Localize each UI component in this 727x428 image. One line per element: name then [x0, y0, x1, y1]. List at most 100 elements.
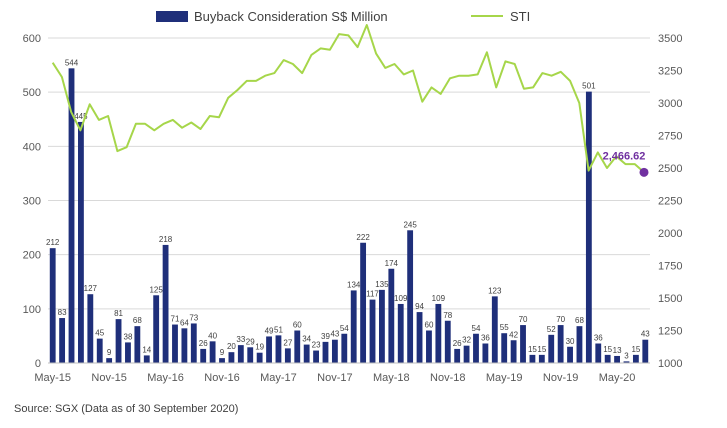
x-tick-label: May-19 — [486, 372, 523, 384]
bar — [407, 230, 414, 363]
bar — [78, 121, 84, 363]
bar — [59, 318, 66, 363]
bar — [426, 330, 432, 363]
bar — [172, 324, 178, 363]
bar — [548, 334, 555, 363]
bar — [256, 352, 263, 363]
bar — [444, 320, 451, 363]
bar — [520, 325, 526, 363]
bar-value-label: 544 — [65, 58, 79, 67]
bar — [303, 344, 310, 363]
y-left-tick-label: 600 — [23, 33, 41, 45]
bar-value-label: 60 — [293, 321, 302, 330]
y-left-tick-label: 400 — [23, 141, 41, 153]
bar — [275, 335, 282, 363]
bar-value-label: 501 — [582, 82, 596, 91]
y-right-tick-label: 1000 — [658, 358, 682, 370]
bar-value-label: 36 — [481, 334, 490, 343]
y-right-tick-label: 2250 — [658, 196, 682, 208]
bar-value-label: 9 — [107, 348, 112, 357]
bar-value-label: 51 — [274, 325, 283, 334]
bar-value-label: 73 — [189, 313, 198, 322]
source-note: Source: SGX (Data as of 30 September 202… — [14, 403, 239, 415]
bar-value-label: 445 — [74, 112, 88, 121]
bar — [96, 338, 103, 363]
bar — [219, 358, 225, 363]
bar — [491, 296, 498, 363]
bar — [557, 325, 564, 363]
bar — [87, 294, 94, 363]
bar — [360, 242, 367, 363]
legend-bar-swatch — [156, 11, 188, 22]
bar-value-label: 15 — [603, 345, 612, 354]
bar — [473, 333, 479, 363]
bar-value-label: 38 — [124, 332, 133, 341]
y-left-tick-label: 0 — [35, 358, 41, 370]
bar — [200, 348, 207, 363]
bar-value-label: 45 — [95, 329, 104, 338]
bar-value-label: 55 — [500, 323, 509, 332]
x-tick-label: May-20 — [599, 372, 636, 384]
y-right-tick-label: 1500 — [658, 293, 682, 305]
y-right-tick-label: 3000 — [658, 98, 682, 110]
bar — [632, 354, 639, 363]
y-left-tick-label: 200 — [23, 250, 41, 262]
x-tick-label: May-16 — [147, 372, 184, 384]
bar-value-label: 36 — [594, 334, 603, 343]
bar — [153, 295, 160, 363]
x-tick-label: Nov-18 — [430, 372, 465, 384]
bar — [538, 354, 545, 363]
bar — [595, 343, 602, 363]
bar-value-label: 43 — [330, 330, 339, 339]
bar-value-label: 71 — [171, 315, 180, 324]
bar-value-label: 40 — [208, 331, 217, 340]
bar — [614, 355, 620, 363]
bar-value-label: 54 — [340, 324, 349, 333]
y-right-tick-label: 2500 — [658, 163, 682, 175]
bar-value-label: 27 — [283, 338, 292, 347]
bar — [501, 333, 508, 363]
bar-value-label: 14 — [142, 345, 151, 354]
bar — [49, 248, 56, 363]
bar-value-label: 26 — [453, 339, 462, 348]
bar-value-label: 68 — [575, 316, 584, 325]
buyback-bars — [49, 68, 649, 363]
bar-value-label: 49 — [265, 326, 274, 335]
bar — [388, 268, 395, 363]
bar-value-label: 81 — [114, 309, 123, 318]
bar — [247, 347, 254, 363]
bar-value-label: 174 — [385, 259, 399, 268]
bar — [416, 312, 423, 363]
bar-value-label: 125 — [149, 285, 163, 294]
bar — [510, 340, 517, 363]
y-right-tick-label: 2000 — [658, 228, 682, 240]
bar — [190, 323, 197, 363]
bar — [115, 319, 122, 363]
bar-value-label: 20 — [227, 342, 236, 351]
bar — [162, 244, 169, 363]
bar-value-label: 70 — [556, 315, 565, 324]
bar-value-label: 94 — [415, 302, 424, 311]
bar — [331, 339, 338, 363]
bar-value-label: 39 — [321, 332, 330, 341]
y-right-tick-label: 3500 — [658, 33, 682, 45]
bar-value-label: 117 — [366, 290, 379, 299]
bar-value-label: 32 — [462, 336, 471, 345]
bar-value-label: 54 — [472, 324, 481, 333]
sti-end-annotation: 2,466.62 — [603, 150, 646, 162]
bar-value-label: 15 — [631, 345, 640, 354]
bar-value-label: 218 — [159, 235, 173, 244]
bar-value-label: 34 — [302, 335, 311, 344]
bar-value-label: 123 — [488, 286, 502, 295]
x-tick-label: May-17 — [260, 372, 297, 384]
bar-value-label: 42 — [509, 330, 518, 339]
bar — [567, 346, 573, 363]
legend: Buyback Consideration S$ Million STI — [156, 9, 530, 24]
bar-value-label: 245 — [403, 220, 417, 229]
bar-value-label: 68 — [133, 316, 142, 325]
bar — [284, 348, 291, 363]
bar — [294, 330, 301, 363]
sti-line: 2,466.62 — [51, 24, 649, 177]
bar-value-label: 212 — [46, 238, 60, 247]
